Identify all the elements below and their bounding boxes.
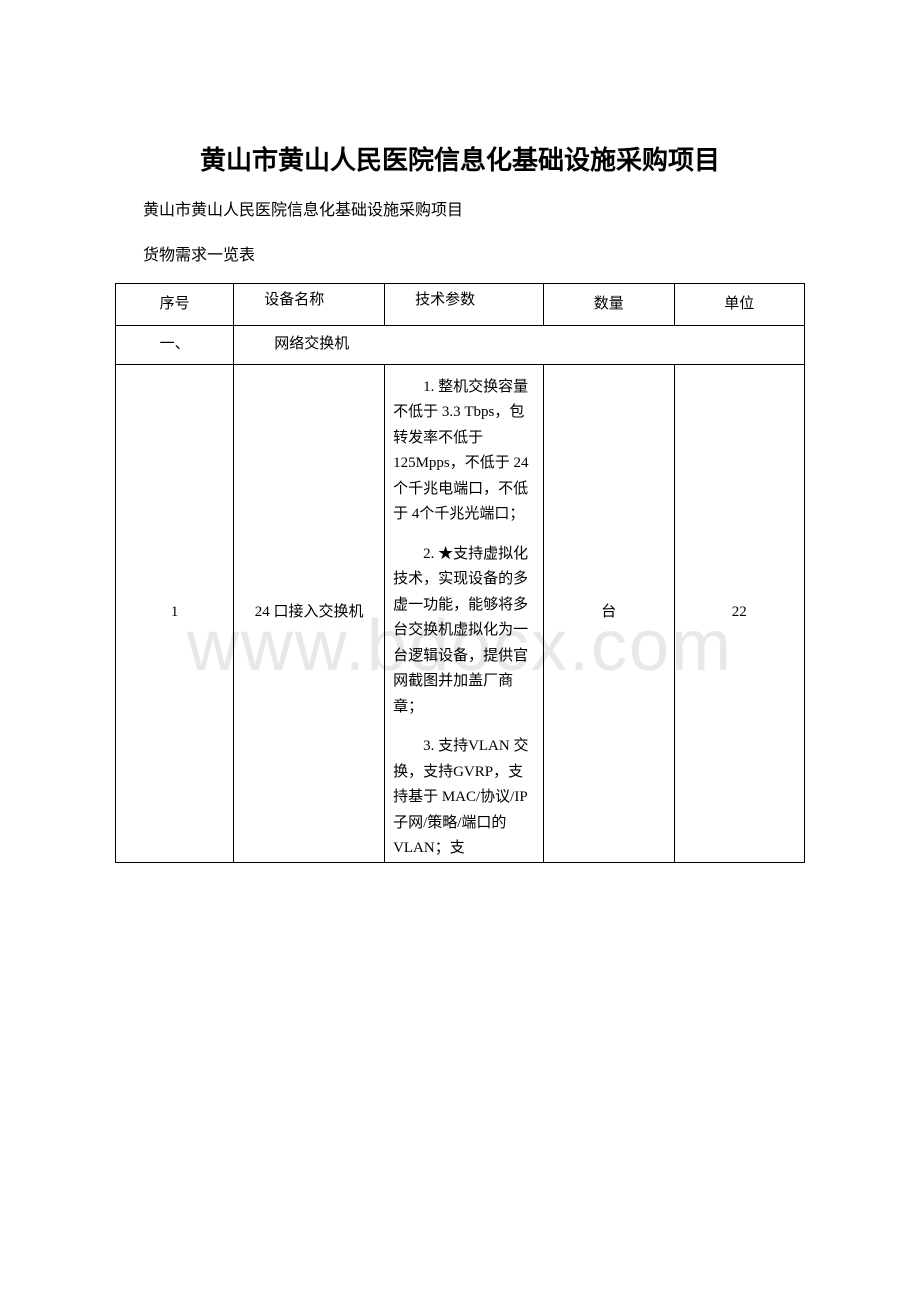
row-qty: 台 <box>544 364 674 862</box>
header-unit: 单位 <box>674 283 804 326</box>
document-page: 黄山市黄山人民医院信息化基础设施采购项目 黄山市黄山人民医院信息化基础设施采购项… <box>0 0 920 863</box>
header-qty: 数量 <box>544 283 674 326</box>
row-seq: 1 <box>116 364 234 862</box>
table-header-row: 序号 设备名称 技术参数 数量 单位 <box>116 283 805 326</box>
section-number: 一、 <box>116 326 234 365</box>
header-spec: 技术参数 <box>385 283 544 326</box>
spec-paragraph: 2. ★支持虚拟化技术，实现设备的多虚一功能，能够将多台交换机虚拟化为一台逻辑设… <box>393 542 535 721</box>
table-section-row: 一、 网络交换机 <box>116 326 805 365</box>
section-name: 网络交换机 <box>234 326 805 365</box>
spec-paragraph: 1. 整机交换容量不低于 3.3 Tbps，包转发率不低于125Mpps，不低于… <box>393 375 535 528</box>
row-device-name: 24 口接入交换机 <box>234 364 385 862</box>
header-seq: 序号 <box>116 283 234 326</box>
header-name: 设备名称 <box>234 283 385 326</box>
table-row: 1 24 口接入交换机 1. 整机交换容量不低于 3.3 Tbps，包转发率不低… <box>116 364 805 862</box>
spec-paragraph: 3. 支持VLAN 交换，支持GVRP，支持基于 MAC/协议/IP 子网/策略… <box>393 734 535 862</box>
table-caption: 货物需求一览表 <box>143 242 805 271</box>
requirements-table: 序号 设备名称 技术参数 数量 单位 一、 网络交换机 1 24 口接入交换机 … <box>115 283 805 863</box>
row-unit: 22 <box>674 364 804 862</box>
subtitle-text: 黄山市黄山人民医院信息化基础设施采购项目 <box>143 197 805 226</box>
page-title: 黄山市黄山人民医院信息化基础设施采购项目 <box>115 140 805 177</box>
row-spec: 1. 整机交换容量不低于 3.3 Tbps，包转发率不低于125Mpps，不低于… <box>385 364 544 862</box>
